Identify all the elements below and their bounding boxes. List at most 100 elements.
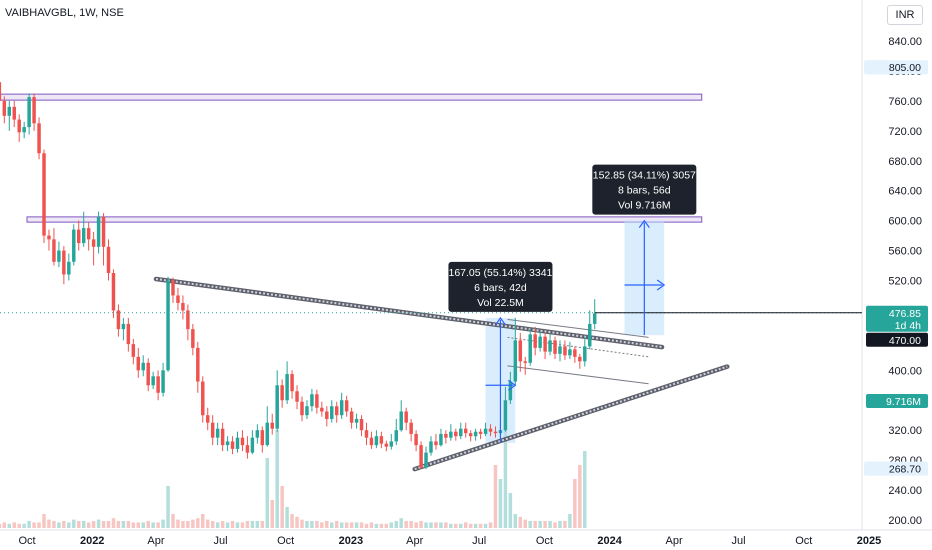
candle-body — [126, 323, 131, 345]
candle — [176, 287, 180, 311]
currency-button[interactable]: INR — [887, 5, 923, 25]
volume-bar — [57, 522, 61, 528]
time-tick-label: Apr — [406, 535, 423, 547]
volume-bar — [47, 519, 51, 528]
candle-body — [230, 441, 235, 449]
candle-body — [548, 340, 552, 352]
level-label: 470.00 — [866, 332, 928, 347]
measurement-tool-1[interactable]: 167.05 (55.14%) 3341 6 bars, 42d Vol 22.5M — [448, 261, 553, 443]
price-tick-label: 680.00 — [888, 156, 922, 168]
candle — [225, 436, 230, 452]
volume-bar — [255, 521, 260, 528]
candle-body — [483, 428, 488, 434]
candle-body — [250, 437, 255, 453]
measurement-tool-2[interactable]: 152.85 (34.11%) 3057 8 bars, 56d Vol 9.716… — [592, 164, 697, 336]
candle-body — [166, 280, 170, 371]
candle-body — [235, 437, 240, 449]
volume-bar — [568, 514, 572, 528]
volume-bar — [191, 519, 195, 528]
candle-body — [42, 153, 46, 236]
candle — [205, 407, 210, 431]
candle — [409, 418, 413, 442]
candle — [126, 317, 131, 352]
low-value-text: 268.70 — [889, 464, 921, 476]
trendlines[interactable] — [153, 276, 730, 472]
candle-body — [156, 376, 160, 393]
candle-body — [459, 428, 463, 437]
volume-bar — [498, 479, 503, 528]
candle — [141, 355, 145, 377]
measurement-tools[interactable]: 167.05 (55.14%) 3341 6 bars, 42d Vol 22.5M… — [448, 164, 697, 443]
volume-bar — [62, 521, 66, 528]
volume-bar — [280, 486, 284, 528]
candle-body — [171, 280, 175, 296]
candle — [444, 430, 448, 444]
candle — [414, 430, 418, 452]
candle — [553, 336, 557, 360]
volume-bar — [196, 518, 200, 528]
volume-bar — [96, 519, 101, 528]
volume-bar — [369, 522, 374, 528]
last-price-label-text: 1d 4h — [895, 320, 921, 332]
candle-body — [220, 428, 225, 446]
time-tick-label: 2023 — [339, 535, 363, 547]
candle — [210, 415, 215, 446]
candle — [161, 362, 165, 397]
volume-bar — [444, 522, 448, 528]
candle — [32, 93, 36, 131]
candle — [483, 422, 488, 437]
candle-body — [295, 391, 299, 402]
candle — [389, 433, 394, 450]
candle — [305, 400, 309, 419]
trendline-ascending-lower[interactable] — [414, 365, 728, 471]
candle-body — [7, 106, 12, 116]
candle — [449, 424, 453, 441]
candle-body — [72, 229, 76, 262]
candle — [12, 100, 16, 128]
candle-body — [47, 235, 51, 240]
candle-body — [538, 336, 542, 348]
candle-body — [62, 250, 66, 275]
candle — [320, 401, 324, 417]
volume-bar — [439, 522, 443, 528]
candle — [384, 440, 389, 452]
measure-tooltip-line: Vol 22.5M — [477, 297, 524, 309]
candle — [101, 213, 106, 266]
volume-bar — [339, 522, 344, 528]
volume-bar — [429, 522, 433, 528]
candle-body — [101, 216, 106, 247]
candle-body — [592, 313, 597, 324]
candle-body — [513, 340, 518, 382]
candle-body — [330, 406, 334, 419]
time-axis[interactable]: Oct 2022 Apr Jul Oct 2023 Apr Jul Oct 2024 Apr Jul O… — [18, 535, 881, 547]
candle — [285, 361, 289, 404]
candle — [493, 426, 498, 438]
candle-body — [528, 334, 532, 363]
candle — [369, 431, 374, 449]
price-axis[interactable]: 840.00800.00760.00720.00680.00640.00600.… — [888, 36, 922, 527]
trendline-descending-upper[interactable] — [155, 278, 663, 349]
volume-bar — [493, 465, 498, 528]
trendline-channel-bottom[interactable] — [507, 365, 649, 385]
volume-bar — [126, 521, 131, 528]
candle-body — [37, 123, 41, 154]
volume-bar — [260, 521, 265, 528]
candle — [404, 407, 408, 431]
candle-body — [57, 250, 61, 262]
trendline-channel-top[interactable] — [507, 318, 649, 338]
volume-bar — [77, 521, 81, 528]
candle — [57, 241, 61, 268]
candle — [533, 326, 537, 356]
arrow-right-icon — [507, 379, 517, 391]
candle — [27, 93, 31, 135]
candle-body — [320, 407, 324, 412]
candle — [478, 428, 483, 440]
volume-bar — [151, 522, 155, 528]
candle — [121, 317, 126, 341]
candle — [473, 428, 478, 441]
last-price-label-text: 476.85 — [889, 308, 921, 320]
candle-body — [409, 422, 413, 434]
volume-bar — [86, 522, 91, 528]
candle-body — [22, 127, 26, 133]
